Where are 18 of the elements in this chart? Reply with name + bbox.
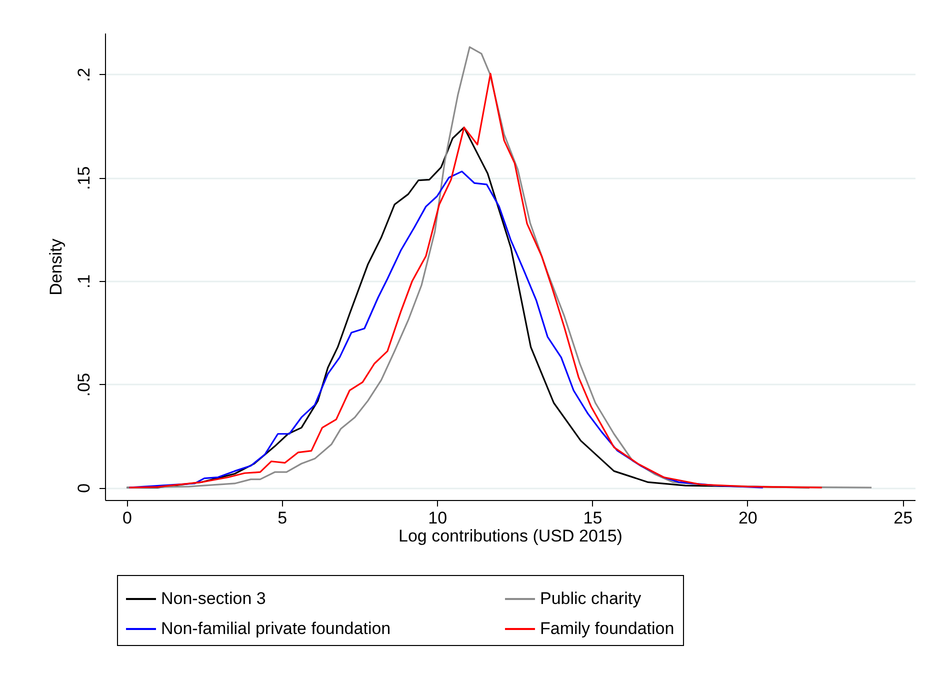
x-tick-label: 10 (428, 508, 448, 528)
x-axis-title: Log contributions (USD 2015) (398, 526, 622, 546)
x-tick-label: 25 (894, 508, 913, 528)
y-tick-label: .1 (74, 274, 94, 289)
y-axis-title: Density (46, 238, 66, 296)
y-tick-label: .05 (74, 372, 94, 397)
y-tick-label: .2 (74, 68, 94, 82)
legend-label: Family foundation (540, 619, 674, 638)
x-tick-label: 20 (738, 508, 758, 528)
x-tick-label: 15 (583, 508, 602, 528)
x-tick-label: 5 (278, 508, 288, 528)
legend-label: Non-section 3 (161, 589, 266, 608)
legend-label: Public charity (540, 589, 642, 608)
line-series (128, 170, 764, 488)
x-tick-label: 0 (122, 508, 132, 528)
legend-label: Non-familial private foundation (161, 619, 391, 638)
y-tick-label: .15 (74, 166, 94, 190)
y-tick-label: 0 (74, 483, 94, 493)
